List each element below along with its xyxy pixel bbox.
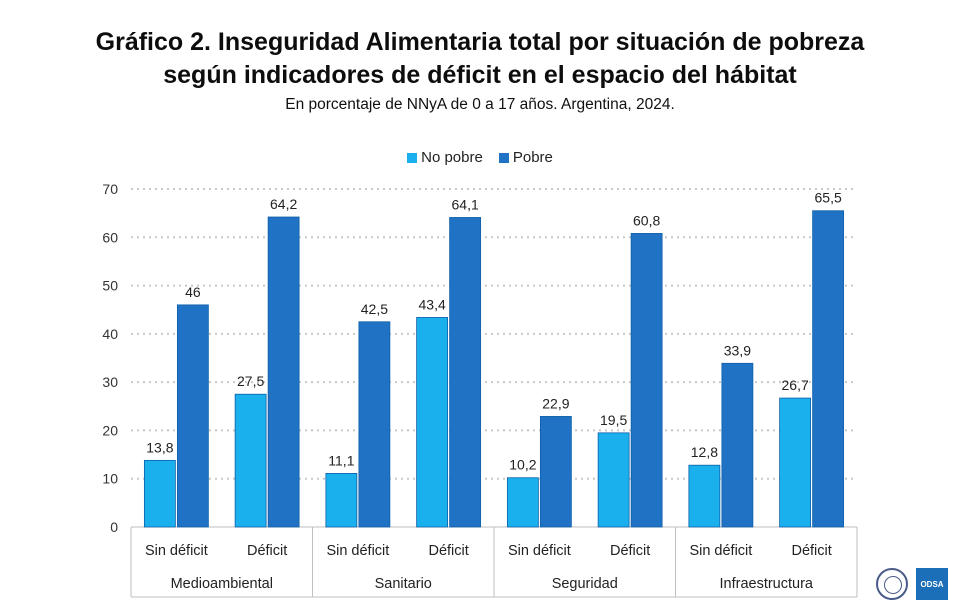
x-subcategory-label: Déficit <box>791 543 831 559</box>
bar-pobre <box>267 216 300 528</box>
data-label: 65,5 <box>815 190 842 206</box>
legend-item-no-pobre: No pobre <box>407 149 483 166</box>
data-label: 64,2 <box>270 196 297 212</box>
data-label: 26,7 <box>782 377 809 393</box>
x-group-label: Medioambiental <box>171 576 273 592</box>
bar-no-pobre <box>779 397 812 528</box>
chart-title-line-1: Gráfico 2. Inseguridad Alimentaria total… <box>95 28 865 56</box>
data-label: 13,8 <box>146 439 173 455</box>
legend-swatch-pobre <box>498 152 509 163</box>
chart-title-block: Gráfico 2. Inseguridad Alimentaria total… <box>0 26 960 116</box>
x-subcategory-label: Sin déficit <box>145 543 208 559</box>
university-seal-logo <box>876 568 908 600</box>
x-group-label: Seguridad <box>552 576 618 592</box>
chart-subtitle: En porcentaje de NNyA de 0 a 17 años. Ar… <box>285 96 675 113</box>
data-label: 11,1 <box>328 452 354 468</box>
bar-no-pobre <box>143 459 176 528</box>
x-subcategory-label: Déficit <box>610 543 650 559</box>
data-label: 19,5 <box>600 412 627 428</box>
x-subcategory-label: Sin déficit <box>508 543 571 559</box>
bar-pobre <box>358 321 391 528</box>
bar-no-pobre <box>597 432 630 528</box>
y-tick-label: 30 <box>102 374 118 390</box>
x-group-label: Sanitario <box>375 576 432 592</box>
data-label: 64,1 <box>452 196 479 212</box>
bar-no-pobre <box>506 477 539 528</box>
bar-no-pobre <box>688 464 721 528</box>
data-label: 46 <box>185 284 201 300</box>
y-tick-label: 50 <box>102 278 118 294</box>
y-tick-label: 20 <box>102 422 118 438</box>
chart-title-line-2: según indicadores de déficit en el espac… <box>163 61 797 89</box>
y-tick-label: 60 <box>102 229 118 245</box>
logos: ODSA <box>876 568 948 600</box>
x-subcategory-label: Sin déficit <box>689 543 752 559</box>
y-tick-label: 40 <box>102 326 118 342</box>
legend-label-no-pobre: No pobre <box>421 149 483 166</box>
y-tick-label: 10 <box>102 471 118 487</box>
legend-swatch-no-pobre <box>407 152 418 163</box>
bar-pobre <box>539 416 572 528</box>
data-label: 12,8 <box>691 444 718 460</box>
y-tick-label: 70 <box>102 181 118 197</box>
chart-legend: No pobre Pobre <box>0 149 960 166</box>
data-label: 43,4 <box>419 296 446 312</box>
x-subcategory-label: Sin déficit <box>326 543 389 559</box>
data-label: 10,2 <box>509 457 536 473</box>
bar-pobre <box>449 217 482 528</box>
odsa-logo: ODSA <box>916 568 948 600</box>
bar-no-pobre <box>234 393 267 528</box>
data-label: 42,5 <box>361 301 388 317</box>
x-subcategory-label: Déficit <box>428 543 468 559</box>
bar-pobre <box>721 362 754 528</box>
bar-no-pobre <box>416 317 449 528</box>
bar-pobre <box>630 233 663 528</box>
data-label: 33,9 <box>724 342 751 358</box>
legend-label-pobre: Pobre <box>512 149 553 166</box>
x-group-label: Infraestructura <box>720 576 814 592</box>
bar-pobre <box>812 210 845 528</box>
bar-pobre <box>176 304 209 528</box>
bar-no-pobre <box>325 473 358 528</box>
legend-item-pobre: Pobre <box>498 149 553 166</box>
y-tick-label: 0 <box>110 519 118 535</box>
x-subcategory-label: Déficit <box>247 543 287 559</box>
data-label: 60,8 <box>633 212 660 228</box>
data-label: 27,5 <box>237 373 264 389</box>
data-label: 22,9 <box>542 395 569 411</box>
